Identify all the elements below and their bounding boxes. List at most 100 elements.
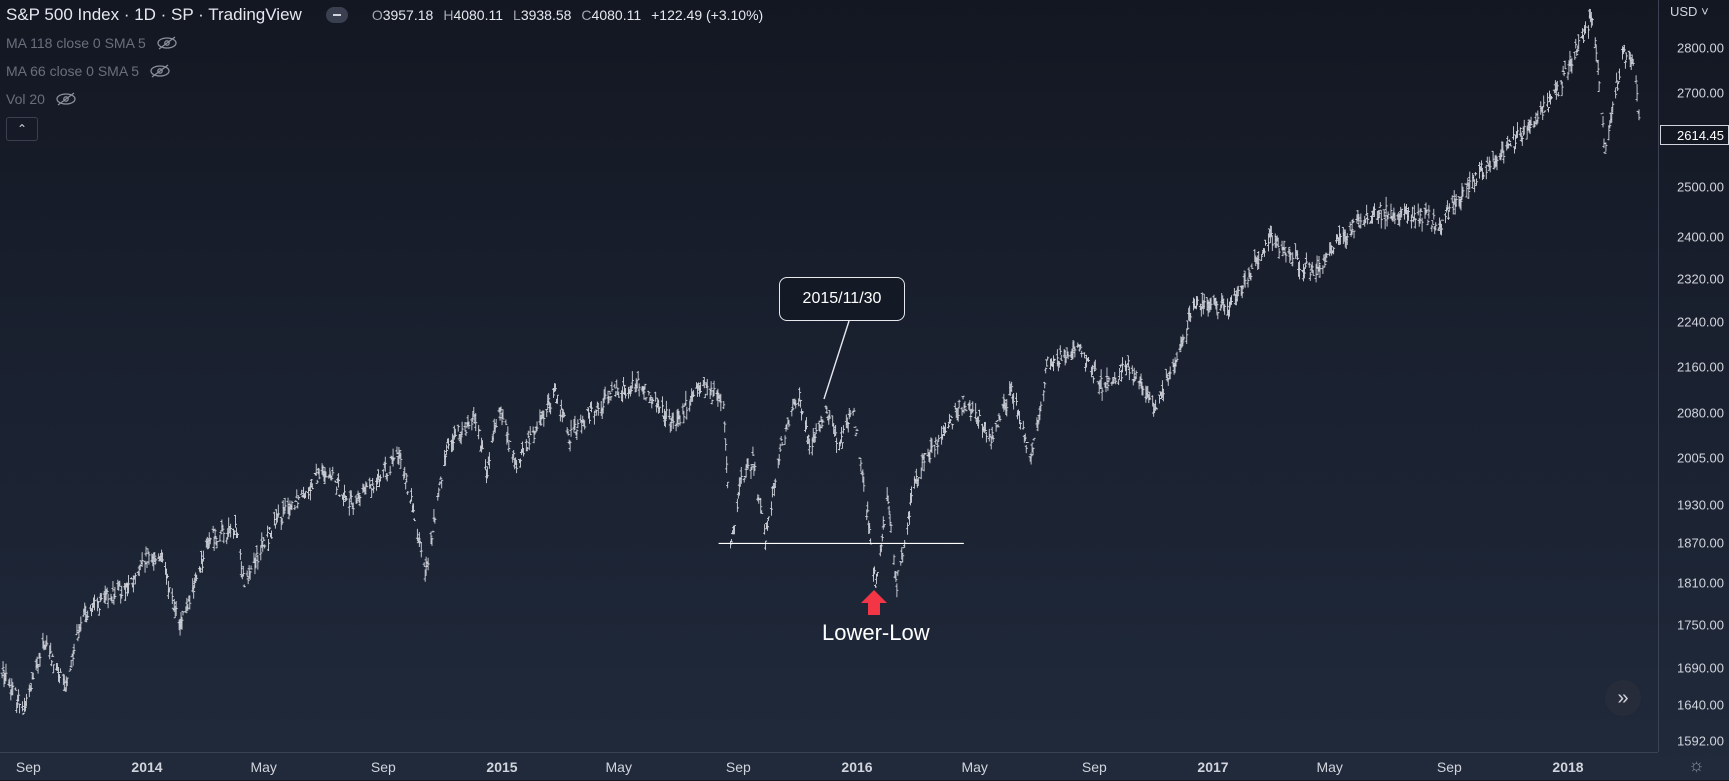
ohlc-bar — [608, 391, 611, 395]
ohlc-bar — [1260, 255, 1263, 261]
ohlc-bar — [146, 561, 149, 568]
ohlc-bar — [1502, 152, 1505, 164]
ohlc-bar — [853, 408, 856, 412]
ohlc-bar — [1131, 365, 1134, 374]
ohlc-bar — [1353, 231, 1356, 239]
ohlc-bar — [1567, 72, 1570, 80]
ohlc-bar — [1105, 367, 1108, 382]
price-tick-label: 1870.00 — [1677, 536, 1724, 551]
price-tick-label: 1640.00 — [1677, 697, 1724, 712]
time-tick-label: Sep — [16, 759, 41, 775]
time-tick-label: May — [961, 759, 987, 775]
ohlc-bar — [457, 425, 460, 432]
ohlc-bar — [405, 473, 408, 482]
ohlc-bar — [726, 482, 729, 488]
price-tick-label: 2080.00 — [1677, 405, 1724, 420]
time-tick-label: May — [250, 759, 276, 775]
ohlc-bar — [273, 512, 276, 525]
ohlc-bar — [256, 555, 259, 570]
price-tick-label: 2400.00 — [1677, 230, 1724, 245]
ohlc-bar — [98, 608, 101, 616]
ohlc-bar — [974, 403, 977, 419]
time-tick-label: 2018 — [1552, 759, 1583, 775]
price-tick-label: 2160.00 — [1677, 359, 1724, 374]
ohlc-bar — [1366, 214, 1369, 224]
ohlc-bar — [75, 624, 78, 635]
ohlc-bar — [1441, 220, 1444, 221]
time-tick-label: 2015 — [486, 759, 517, 775]
ohlc-bar — [420, 542, 423, 557]
ohlc-bar — [14, 687, 17, 690]
ohlc-bar — [25, 694, 28, 706]
gear-icon[interactable]: ☼ — [1688, 755, 1705, 776]
ohlc-bar — [69, 668, 72, 671]
ohlc-bar — [675, 424, 678, 431]
ohlc-bar — [996, 420, 999, 422]
ohlc-bar — [507, 442, 510, 452]
ohlc-bar — [1614, 87, 1617, 98]
ohlc-bar — [477, 425, 480, 439]
ohlc-bar — [545, 409, 548, 417]
ohlc-bar — [1092, 376, 1095, 383]
ohlc-bar — [243, 585, 246, 588]
ohlc-bar — [615, 379, 618, 388]
currency-selector[interactable]: USD ˅ — [1670, 4, 1709, 19]
ohlc-bar — [711, 400, 714, 405]
ohlc-bar — [800, 409, 803, 421]
ohlc-bar — [933, 445, 936, 458]
ohlc-bar — [936, 442, 939, 455]
ohlc-bar — [1492, 151, 1495, 162]
ohlc-bar — [1587, 25, 1590, 39]
ohlc-bar — [134, 573, 137, 585]
ohlc-bar — [962, 396, 965, 399]
price-tick-label: 1592.00 — [1677, 734, 1724, 749]
ohlc-bar — [1042, 390, 1045, 401]
ohlc-bar — [995, 423, 998, 432]
ohlc-bar — [144, 561, 147, 573]
ohlc-bar — [1547, 107, 1550, 112]
ohlc-bar — [1308, 262, 1311, 268]
ohlc-bar — [644, 397, 647, 400]
ohlc-bar — [413, 518, 416, 521]
ohlc-bar — [767, 517, 770, 521]
ohlc-bar — [1059, 345, 1062, 354]
time-tick-label: Sep — [726, 759, 751, 775]
ohlc-bar — [171, 588, 174, 604]
price-tick-label: 2800.00 — [1677, 41, 1724, 56]
ohlc-bar — [1486, 157, 1489, 164]
ohlc-bar — [404, 482, 407, 490]
ohlc-bar — [1475, 178, 1478, 185]
lower-low-label[interactable]: Lower-Low — [822, 620, 930, 646]
ohlc-bar — [1060, 355, 1063, 360]
ohlc-bar — [668, 409, 671, 420]
ohlc-bar — [1384, 215, 1387, 230]
ohlc-bar — [784, 435, 787, 444]
scroll-to-realtime-button[interactable]: » — [1605, 680, 1641, 716]
ohlc-bar — [51, 654, 54, 657]
ohlc-bar — [1427, 205, 1430, 218]
ohlc-bar — [1474, 172, 1477, 176]
date-callout[interactable]: 2015/11/30 — [779, 277, 905, 321]
ohlc-bar — [1635, 75, 1638, 84]
ohlc-bar — [1574, 39, 1577, 49]
ohlc-bar — [874, 585, 877, 588]
ohlc-bar — [902, 547, 905, 548]
ohlc-bar — [855, 433, 858, 437]
ohlc-bar — [1247, 278, 1250, 288]
ohlc-bar — [1305, 252, 1308, 264]
ohlc-bar — [1025, 445, 1028, 453]
ohlc-bar — [1385, 197, 1388, 215]
ohlc-bar — [111, 581, 114, 592]
ohlc-bar — [1431, 220, 1434, 224]
ohlc-bar — [882, 516, 885, 529]
ohlc-bar — [389, 466, 392, 475]
ohlc-bar — [1379, 202, 1382, 208]
ohlc-bar — [706, 379, 709, 395]
ohlc-bar — [440, 480, 443, 489]
ohlc-bar — [1562, 66, 1565, 72]
ohlc-bar — [1271, 235, 1274, 251]
ohlc-bar — [1563, 72, 1566, 77]
ohlc-bar — [638, 383, 641, 396]
